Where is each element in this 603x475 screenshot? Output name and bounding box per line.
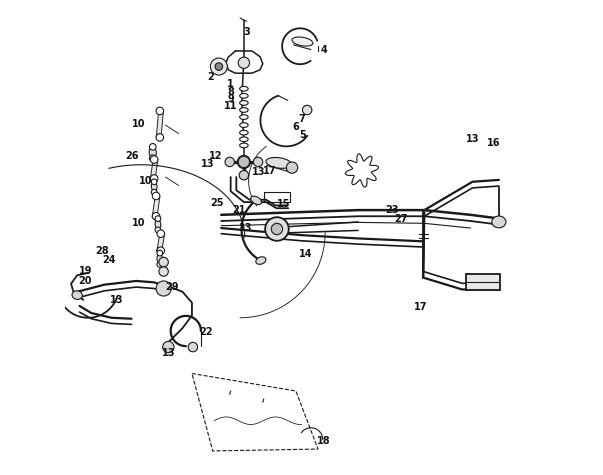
Circle shape [286, 162, 298, 173]
Ellipse shape [239, 130, 248, 135]
Circle shape [157, 250, 163, 256]
Circle shape [157, 247, 165, 255]
Text: 22: 22 [200, 327, 213, 337]
Text: 15: 15 [277, 200, 290, 209]
Circle shape [155, 227, 161, 233]
Ellipse shape [72, 291, 83, 299]
Ellipse shape [151, 182, 157, 191]
Text: 13: 13 [252, 167, 266, 177]
Circle shape [153, 212, 160, 220]
Text: 13: 13 [110, 295, 123, 305]
Circle shape [225, 157, 235, 167]
Polygon shape [156, 111, 163, 137]
Polygon shape [150, 159, 158, 179]
Text: 5: 5 [299, 130, 306, 140]
Circle shape [151, 179, 157, 185]
Text: 11: 11 [224, 101, 238, 111]
Text: 10: 10 [132, 119, 145, 129]
Text: 19: 19 [78, 266, 92, 276]
Ellipse shape [492, 216, 506, 228]
Text: 7: 7 [298, 114, 305, 124]
Circle shape [253, 157, 263, 167]
Circle shape [153, 192, 160, 199]
Circle shape [156, 281, 171, 296]
Polygon shape [152, 196, 160, 218]
Text: 21: 21 [232, 205, 246, 215]
Ellipse shape [239, 137, 248, 142]
Text: 3: 3 [244, 27, 251, 37]
Text: 27: 27 [394, 214, 408, 224]
Text: 17: 17 [263, 166, 276, 176]
Text: 2: 2 [207, 72, 214, 82]
Text: 10: 10 [132, 218, 145, 228]
Ellipse shape [239, 123, 248, 127]
Text: 26: 26 [125, 151, 139, 162]
Circle shape [156, 133, 163, 141]
Circle shape [150, 143, 156, 150]
Ellipse shape [292, 37, 313, 46]
Circle shape [159, 257, 168, 267]
Polygon shape [157, 233, 165, 251]
Circle shape [239, 171, 248, 180]
Text: 13: 13 [239, 223, 253, 233]
Ellipse shape [149, 147, 156, 158]
Text: 24: 24 [102, 255, 116, 265]
Text: 12: 12 [209, 151, 223, 162]
Circle shape [303, 105, 312, 115]
Text: 13: 13 [466, 134, 479, 144]
Circle shape [238, 156, 250, 168]
Circle shape [157, 230, 165, 238]
Text: 28: 28 [95, 246, 109, 256]
Text: 10: 10 [139, 176, 153, 186]
Ellipse shape [157, 254, 163, 264]
Text: 17: 17 [414, 303, 428, 313]
Circle shape [150, 155, 156, 162]
Circle shape [150, 156, 158, 163]
Text: 9: 9 [227, 94, 234, 104]
Circle shape [155, 216, 161, 221]
Ellipse shape [239, 108, 248, 113]
Ellipse shape [239, 86, 248, 91]
Ellipse shape [239, 115, 248, 119]
Circle shape [157, 262, 163, 267]
Text: 25: 25 [210, 199, 224, 209]
Text: 23: 23 [385, 205, 399, 215]
Ellipse shape [266, 157, 292, 168]
Text: 14: 14 [298, 249, 312, 259]
Circle shape [159, 267, 168, 276]
Circle shape [215, 63, 223, 70]
Circle shape [163, 342, 174, 353]
Ellipse shape [239, 94, 248, 98]
Circle shape [210, 58, 227, 75]
Text: 4: 4 [321, 45, 327, 55]
Text: 20: 20 [78, 276, 92, 286]
Circle shape [271, 223, 283, 235]
Ellipse shape [239, 101, 248, 105]
Text: 1: 1 [227, 79, 234, 89]
Text: 13: 13 [201, 159, 215, 169]
Text: 29: 29 [165, 282, 178, 292]
Circle shape [151, 190, 157, 195]
Ellipse shape [155, 219, 161, 229]
Bar [466, 274, 500, 290]
Circle shape [265, 217, 289, 241]
Circle shape [238, 57, 250, 68]
Text: 16: 16 [487, 138, 501, 148]
Text: 18: 18 [317, 437, 331, 446]
Circle shape [188, 342, 198, 352]
Ellipse shape [256, 257, 266, 264]
Circle shape [156, 107, 163, 115]
Text: 6: 6 [292, 122, 299, 132]
Ellipse shape [239, 143, 248, 148]
Ellipse shape [237, 155, 250, 169]
Text: 8: 8 [227, 87, 234, 97]
Ellipse shape [251, 196, 262, 205]
Text: 13: 13 [162, 348, 175, 358]
Circle shape [150, 175, 158, 182]
